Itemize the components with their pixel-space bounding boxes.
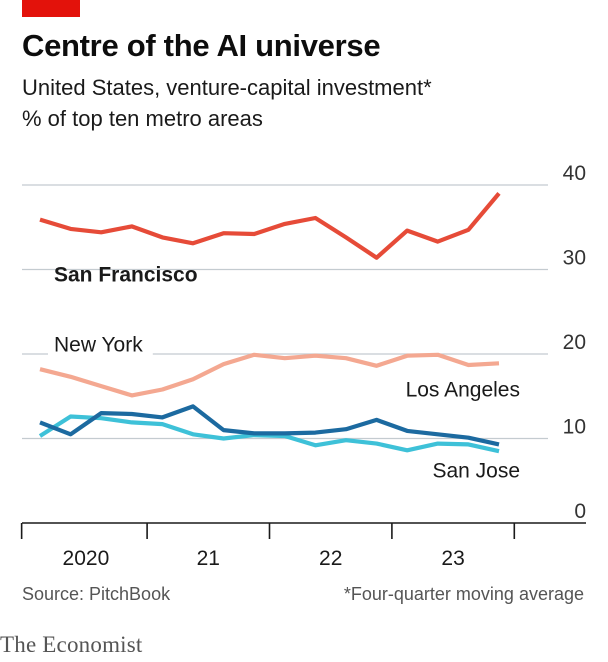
source-note: Source: PitchBook: [22, 584, 171, 604]
line-chart: 0 10 20 30 40 2020 21 22 23 San Francisco New Yo…: [20, 162, 586, 570]
x-tick-label-22: 22: [319, 547, 342, 570]
series-label-la: Los Angeles: [406, 378, 520, 401]
series-line-ny: [39, 352, 500, 398]
chart-title: Centre of the AI universe: [22, 28, 381, 63]
footnote: *Four-quarter moving average: [343, 584, 584, 604]
series-label-ny: New York: [54, 333, 143, 356]
y-tick-label-0: 0: [574, 500, 586, 523]
series-line-sf: [39, 192, 501, 260]
series-line-la: [39, 404, 500, 447]
series-line-sj: [38, 414, 500, 454]
economist-logo: The Economist: [0, 632, 143, 657]
brand-red-tag: [22, 0, 80, 17]
series-label-sj: San Jose: [432, 459, 520, 482]
series-label-sf: San Francisco: [54, 263, 198, 286]
series-label-bg-ny: [48, 329, 153, 360]
series-labels: San Francisco New York Los Angeles San Jose: [48, 263, 520, 482]
y-tick-label-10: 10: [563, 416, 586, 439]
x-tick-label-23: 23: [441, 547, 464, 570]
subtitle-line-2: % of top ten metro areas: [22, 106, 263, 131]
y-tick-labels: 0 10 20 30 40: [563, 162, 586, 523]
y-tick-label-40: 40: [563, 162, 586, 185]
x-tick-label-2020: 2020: [63, 547, 110, 570]
x-axis: 2020 21 22 23: [20, 522, 586, 570]
y-tick-label-30: 30: [563, 247, 586, 270]
x-tick-label-21: 21: [197, 547, 220, 570]
subtitle-line-1: United States, venture-capital investmen…: [22, 75, 432, 100]
series-lines: [38, 192, 501, 454]
y-tick-label-20: 20: [563, 331, 586, 354]
chart-subtitle: United States, venture-capital investmen…: [22, 72, 432, 134]
